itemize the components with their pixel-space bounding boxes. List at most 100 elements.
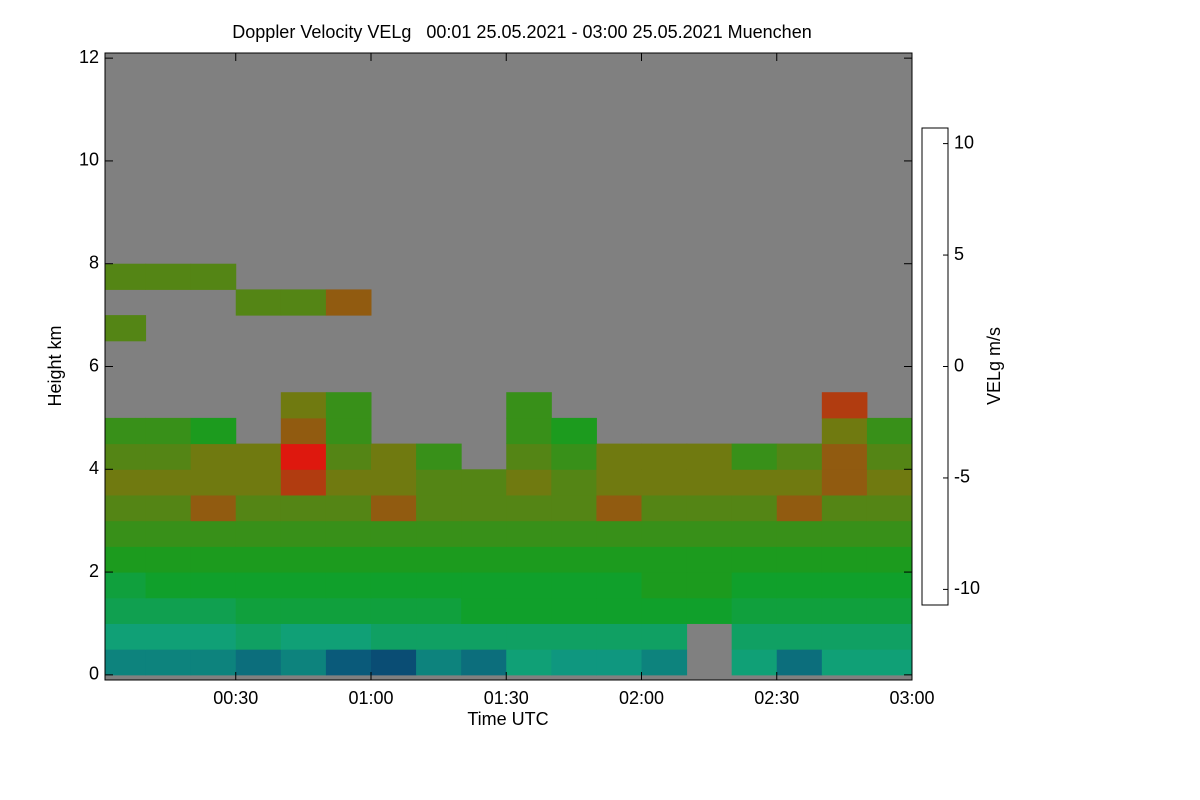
heatmap-cell	[821, 572, 868, 599]
heatmap-cell	[731, 649, 778, 676]
heatmap-cell	[105, 469, 147, 496]
heatmap-cell	[190, 520, 237, 547]
heatmap-cell	[416, 469, 462, 496]
colorbar-tick-label: -10	[954, 578, 980, 598]
heatmap-cell	[416, 546, 462, 573]
heatmap-cell	[190, 546, 237, 573]
heatmap-cell	[461, 572, 507, 599]
heatmap-cell	[105, 263, 147, 290]
colorbar-tick-label: 10	[954, 132, 974, 152]
heatmap-cell	[370, 546, 417, 573]
heatmap-cell	[105, 623, 147, 650]
chart-title: Doppler Velocity VELg 00:01 25.05.2021 -…	[232, 22, 811, 42]
heatmap-cell	[596, 494, 642, 522]
heatmap-cell	[776, 623, 823, 650]
heatmap-cell	[551, 443, 597, 470]
heatmap-cell	[821, 494, 868, 522]
heatmap-cell	[821, 623, 868, 650]
x-tick-label: 02:00	[619, 688, 664, 708]
heatmap-cell	[596, 623, 642, 650]
heatmap-cell	[370, 597, 417, 624]
heatmap-cell	[105, 417, 147, 445]
heatmap-cell	[190, 417, 237, 445]
heatmap-cell	[641, 494, 688, 522]
heatmap-cell	[145, 469, 192, 496]
heatmap-cell	[105, 494, 147, 522]
heatmap-cell	[461, 494, 507, 522]
heatmap-cell	[776, 494, 823, 522]
heatmap-cell	[370, 443, 417, 470]
heatmap-cell	[596, 520, 642, 547]
heatmap-cell	[325, 572, 372, 599]
heatmap-cell	[506, 572, 552, 599]
heatmap-cell	[325, 417, 372, 445]
heatmap-cell	[190, 469, 237, 496]
heatmap-cell	[416, 494, 462, 522]
heatmap-cell	[145, 443, 192, 470]
heatmap-cell	[506, 392, 552, 419]
heatmap-cell	[596, 597, 642, 624]
colorbar-tick-label: 5	[954, 244, 964, 264]
heatmap-cell	[280, 623, 327, 650]
heatmap-cell	[145, 623, 192, 650]
heatmap-cell	[105, 315, 147, 342]
heatmap-cell	[235, 572, 282, 599]
heatmap-cell	[686, 520, 733, 547]
heatmap-cell	[506, 443, 552, 470]
heatmap-cell	[731, 469, 778, 496]
heatmap-cell	[325, 649, 372, 676]
heatmap-cell	[596, 546, 642, 573]
heatmap-cell	[325, 494, 372, 522]
heatmap-cell	[190, 572, 237, 599]
heatmap-cell	[145, 572, 192, 599]
heatmap-cell	[551, 572, 597, 599]
heatmap-cell	[190, 597, 237, 624]
y-axis-label: Height km	[45, 325, 65, 406]
heatmap-cell	[686, 597, 733, 624]
heatmap-cell	[596, 469, 642, 496]
heatmap-cell	[866, 649, 913, 676]
heatmap-cell	[596, 649, 642, 676]
y-tick-label: 2	[89, 561, 99, 581]
heatmap-cell	[506, 494, 552, 522]
heatmap-cell	[105, 443, 147, 470]
heatmap-cell	[145, 546, 192, 573]
heatmap-cell	[731, 572, 778, 599]
heatmap-cell	[370, 494, 417, 522]
heatmap-cell	[866, 469, 913, 496]
heatmap-cell	[641, 546, 688, 573]
heatmap-cell	[145, 649, 192, 676]
heatmap-cell	[866, 597, 913, 624]
heatmap-cell	[461, 520, 507, 547]
heatmap-cell	[866, 494, 913, 522]
y-tick-label: 6	[89, 355, 99, 375]
heatmap-cell	[235, 443, 282, 470]
y-tick-label: 8	[89, 252, 99, 272]
heatmap-cell	[686, 469, 733, 496]
heatmap-cell	[370, 572, 417, 599]
heatmap-cell	[235, 289, 282, 316]
heatmap-cell	[686, 546, 733, 573]
heatmap-cell	[416, 623, 462, 650]
heatmap-cell	[145, 417, 192, 445]
heatmap-cell	[731, 546, 778, 573]
heatmap-cell	[821, 546, 868, 573]
heatmap-cell	[866, 572, 913, 599]
heatmap-cell	[821, 597, 868, 624]
heatmap-cell	[641, 572, 688, 599]
heatmap-cell	[235, 597, 282, 624]
heatmap-cell	[506, 417, 552, 445]
colorbar-label: VELg m/s	[984, 327, 1004, 405]
heatmap-cell	[325, 443, 372, 470]
heatmap-cell	[866, 520, 913, 547]
heatmap-cell	[145, 263, 192, 290]
heatmap-cell	[280, 597, 327, 624]
heatmap-cell	[190, 649, 237, 676]
heatmap-cell	[866, 546, 913, 573]
heatmap-cell	[731, 597, 778, 624]
heatmap-cell	[325, 392, 372, 419]
heatmap-cell	[280, 649, 327, 676]
heatmap-cell	[235, 649, 282, 676]
heatmap-cell	[731, 443, 778, 470]
heatmap-cell	[551, 494, 597, 522]
